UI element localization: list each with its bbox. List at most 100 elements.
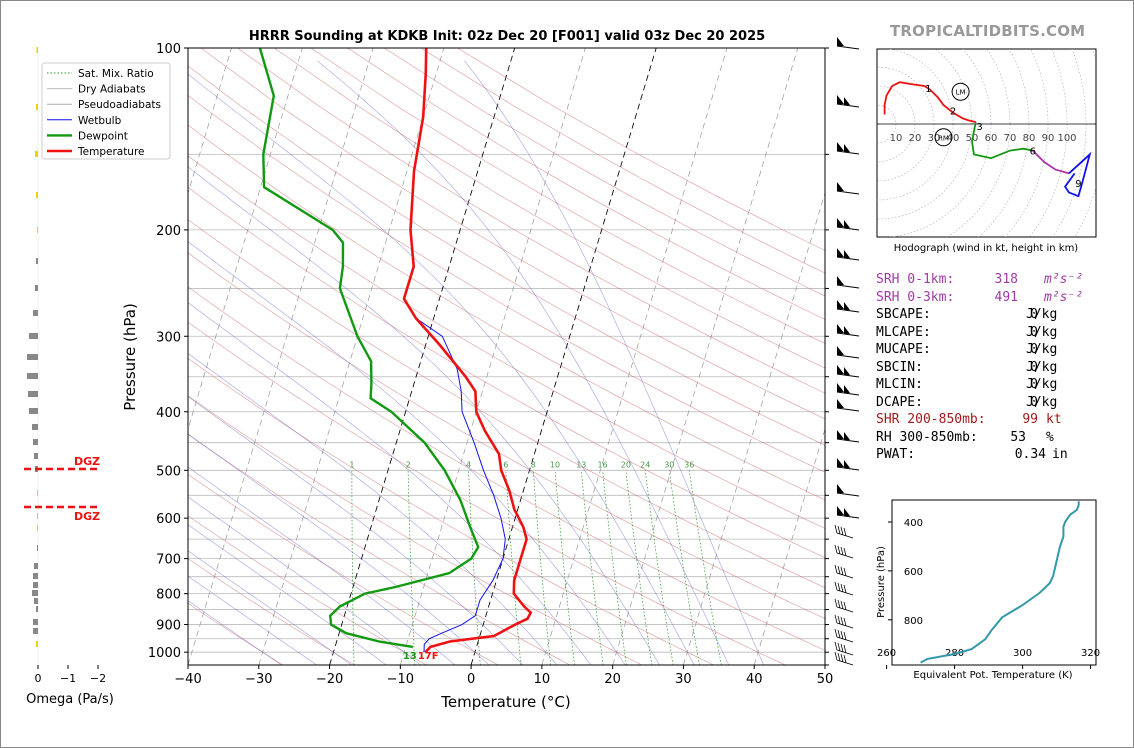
theta-e-profile xyxy=(920,501,1080,664)
theta-x-tick-label: 300 xyxy=(1013,648,1032,659)
plot-frame xyxy=(187,47,826,666)
x-tick-label: −10 xyxy=(387,672,414,687)
stat-unit: J/kg xyxy=(1026,377,1058,392)
hodo-ring-label: 80 xyxy=(1023,133,1036,144)
barb-feather xyxy=(837,599,841,609)
barb-flag xyxy=(844,460,850,468)
omega-bar xyxy=(27,354,38,360)
barb-feather xyxy=(843,547,847,557)
dgz-upper-label: DGZ xyxy=(74,455,100,468)
x-tick-label: −30 xyxy=(245,672,272,687)
hodo-ring-label: 100 xyxy=(1057,133,1076,144)
stat-label: DCAPE: xyxy=(876,394,923,410)
barb-feather xyxy=(840,643,844,653)
zero-isotherm xyxy=(470,48,657,665)
barb-feather xyxy=(837,615,841,625)
barb-feather xyxy=(843,601,847,611)
theta-e-frame xyxy=(891,499,1097,666)
dry-adiabat xyxy=(188,395,642,665)
barb-flag xyxy=(844,508,850,516)
theta-profile-group xyxy=(920,501,1080,664)
p-tick-label: 700 xyxy=(156,553,181,568)
barb-feather xyxy=(837,652,841,662)
legend-box xyxy=(41,62,171,160)
moist-adiabat xyxy=(188,524,387,665)
barb-feather xyxy=(843,631,847,641)
barb-staff xyxy=(836,103,860,108)
legend-label: Dewpoint xyxy=(78,130,128,142)
barb-feather xyxy=(840,653,844,663)
barb-flag xyxy=(844,326,850,334)
x-tick-label: 10 xyxy=(534,672,551,687)
barb-staff xyxy=(836,284,860,289)
barb-staff xyxy=(836,150,860,155)
stat-row: SRH 0-3km: 491 m²s⁻² xyxy=(876,290,1106,308)
stat-row: RH 300-850mb: 53% xyxy=(876,430,1106,448)
hodo-trace xyxy=(1064,151,1092,198)
wind-barb xyxy=(836,484,860,497)
omega-bar xyxy=(36,104,38,110)
dry-adiabat xyxy=(188,65,825,446)
hodo-ring-label: 10 xyxy=(890,133,903,144)
omega-tick-label: −1 xyxy=(60,672,76,685)
barb-feather xyxy=(840,600,844,610)
profiles: 13 17F xyxy=(258,48,533,662)
mixing-ratio-label: 10 xyxy=(550,460,560,469)
stat-value: 99 xyxy=(1022,412,1038,427)
barb-feather xyxy=(834,581,838,591)
mixing-ratio-label: 24 xyxy=(640,460,650,469)
dry-adiabat xyxy=(188,602,284,665)
storm-motion-label: LM xyxy=(956,89,966,97)
omega-bar xyxy=(27,373,38,379)
dewpoint-line xyxy=(258,48,480,649)
p-tick-label: 100 xyxy=(156,42,181,57)
stat-unit: J/kg xyxy=(1026,359,1058,375)
barb-feather xyxy=(840,546,844,556)
mixing-ratio-label: 4 xyxy=(466,460,471,469)
omega-bar xyxy=(37,490,38,496)
hodo-ring-label: 90 xyxy=(1042,133,1055,144)
stat-value: 0 xyxy=(1030,377,1038,392)
mixing-ratio-line xyxy=(668,470,700,665)
mixing-ratio-line xyxy=(468,470,481,665)
stat-row: SBCAPE: 0 J/kg xyxy=(876,307,1106,325)
dry-adiabat xyxy=(274,48,825,369)
omega-bar xyxy=(37,545,38,551)
p-tick-label: 300 xyxy=(156,330,181,345)
mixing-ratio-line xyxy=(407,470,416,665)
moist-adiabat xyxy=(188,550,352,665)
dry-adiabat xyxy=(237,48,825,394)
stat-value: 318 xyxy=(994,272,1018,287)
legend-label: Dry Adiabats xyxy=(78,84,146,96)
wind-barb xyxy=(834,598,854,613)
barb-staff xyxy=(836,332,860,337)
mixing-ratio-line xyxy=(554,470,575,665)
omega-bar xyxy=(36,47,38,53)
y-axis-label: Pressure (hPa) xyxy=(121,303,139,411)
hodo-ring-label: 30 xyxy=(928,133,941,144)
barb-staff xyxy=(836,407,860,412)
barb-feather xyxy=(837,545,841,555)
x-tick-label: 50 xyxy=(817,672,834,687)
moist-adiabat xyxy=(188,600,282,665)
mixing-ratio-line xyxy=(580,470,604,665)
mixing-ratio-line xyxy=(532,470,552,665)
omega-bar xyxy=(37,525,38,531)
wind-barb xyxy=(836,37,860,50)
legend-label: Pseudoadiabats xyxy=(78,99,161,111)
barb-staff xyxy=(836,492,860,497)
barb-flag xyxy=(837,276,844,285)
barb-flag xyxy=(837,383,844,392)
barb-flag xyxy=(837,399,844,408)
wind-barb xyxy=(836,142,860,155)
hodo-height-label: 2 xyxy=(950,107,956,118)
isotherm xyxy=(188,48,303,431)
wind-barb xyxy=(836,324,860,337)
omega-bar xyxy=(37,227,38,233)
moist-adiabat xyxy=(188,433,490,665)
wind-barb xyxy=(834,524,854,539)
surface-temperature-label: 17F xyxy=(418,651,439,662)
wind-barb xyxy=(834,614,854,629)
mixing-ratio-label: 8 xyxy=(531,460,536,469)
